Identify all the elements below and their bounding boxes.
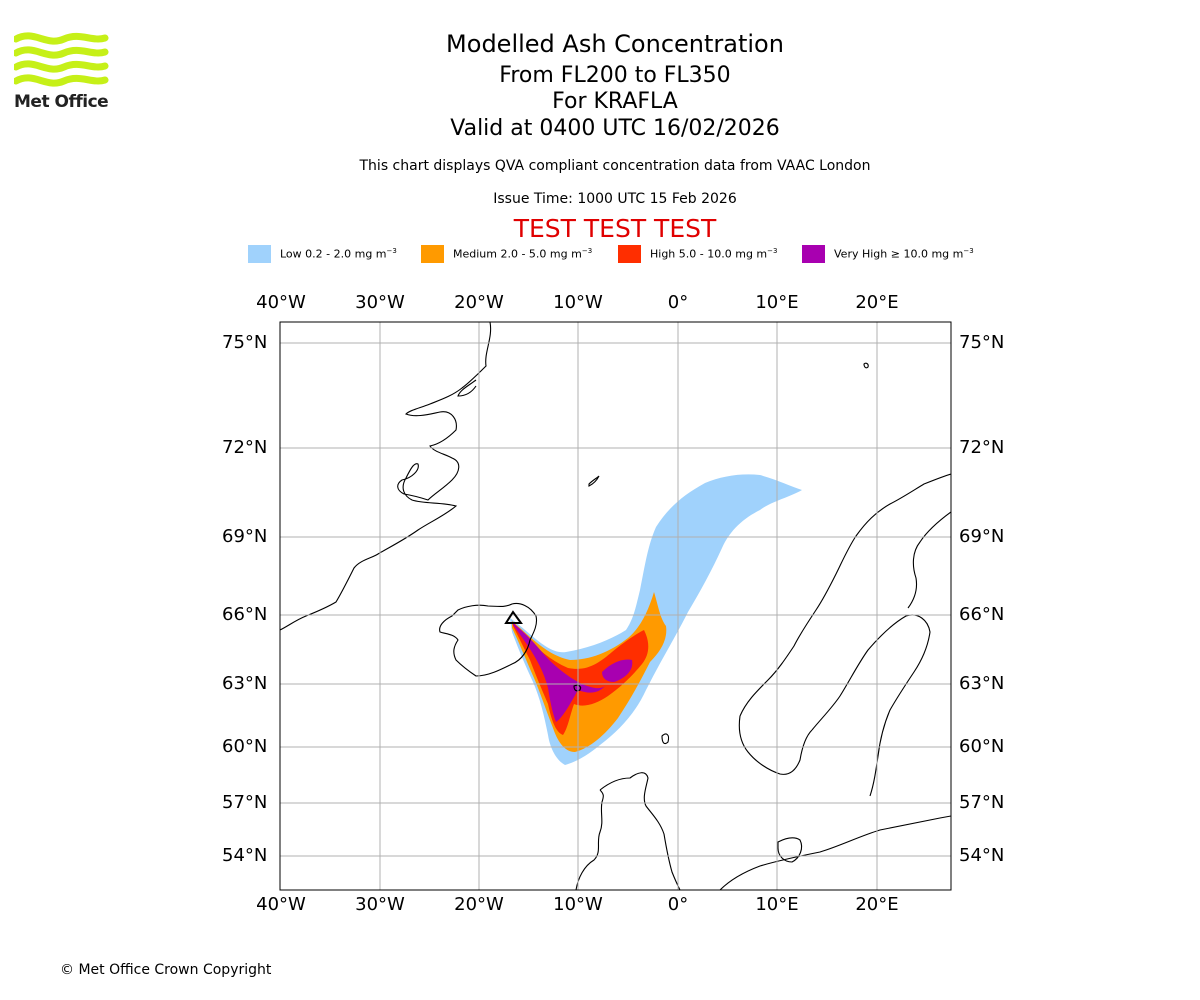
test-banner: TEST TEST TEST: [513, 214, 717, 243]
coast-europe: [719, 815, 951, 890]
lat-label-left: 60°N: [222, 736, 268, 757]
lat-label-left: 57°N: [222, 792, 268, 813]
copyright: © Met Office Crown Copyright: [60, 962, 272, 978]
coast-iceland: [439, 602, 538, 677]
lat-label-right: 63°N: [959, 673, 1005, 694]
chart-title: Modelled Ash Concentration: [446, 30, 784, 58]
ash-concentration-map: [279, 321, 952, 891]
issue-time: Issue Time: 1000 UTC 15 Feb 2026: [493, 191, 737, 207]
legend-swatch-medium: [421, 245, 444, 263]
coast-sweden-finland: [811, 614, 931, 797]
legend-swatch-low: [248, 245, 271, 263]
coast-uk: [575, 772, 681, 890]
valid-time: Valid at 0400 UTC 16/02/2026: [450, 116, 780, 141]
lon-label-bottom: 10°W: [553, 894, 603, 915]
legend-item-high: High 5.0 - 10.0 mg m−3: [618, 244, 777, 264]
lat-label-left: 75°N: [222, 332, 268, 353]
lon-label-bottom: 0°: [667, 894, 689, 915]
ash-region-very-high: [512, 622, 605, 722]
coast-greenland: [280, 322, 492, 631]
lat-label-right: 66°N: [959, 604, 1005, 625]
map-frame: [279, 321, 952, 891]
legend-item-low: Low 0.2 - 2.0 mg m−3: [248, 244, 397, 264]
lat-label-right: 60°N: [959, 736, 1005, 757]
lon-label-top: 10°E: [755, 292, 799, 313]
lat-label-left: 72°N: [222, 437, 268, 458]
coastlines: [280, 322, 951, 890]
volcano-name: For KRAFLA: [552, 89, 678, 114]
lat-label-right: 69°N: [959, 526, 1005, 547]
lon-label-top: 0°: [667, 292, 689, 313]
legend-swatch-very-high: [802, 245, 825, 263]
met-office-waves-icon: [12, 32, 109, 87]
met-office-logo: Met Office: [12, 30, 109, 112]
coast-jan-mayen: [588, 475, 600, 487]
coast-faroes: [573, 684, 582, 692]
lat-label-left: 66°N: [222, 604, 268, 625]
flight-levels: From FL200 to FL350: [499, 63, 731, 88]
lon-label-top: 20°W: [454, 292, 504, 313]
lon-label-bottom: 20°E: [855, 894, 899, 915]
legend-swatch-high: [618, 245, 641, 263]
lat-label-left: 54°N: [222, 845, 268, 866]
volcano-marker-icon: [504, 610, 523, 624]
chart-description: This chart displays QVA compliant concen…: [359, 158, 871, 174]
lat-label-right: 75°N: [959, 332, 1005, 353]
coast-bear-island: [863, 362, 869, 369]
lon-label-bottom: 10°E: [755, 894, 799, 915]
legend-item-medium: Medium 2.0 - 5.0 mg m−3: [421, 244, 592, 264]
lon-label-top: 20°E: [855, 292, 899, 313]
lon-label-bottom: 20°W: [454, 894, 504, 915]
legend-item-very-high: Very High ≥ 10.0 mg m−3: [802, 244, 974, 264]
coast-norway: [738, 473, 951, 775]
lon-label-top: 30°W: [355, 292, 405, 313]
ash-region-very-high: [602, 659, 633, 682]
lon-label-top: 40°W: [256, 292, 306, 313]
lat-label-right: 57°N: [959, 792, 1005, 813]
legend-label-medium: Medium 2.0 - 5.0 mg m−3: [453, 247, 593, 261]
ash-plume: [510, 474, 802, 765]
legend-label-very-high: Very High ≥ 10.0 mg m−3: [834, 247, 974, 261]
lat-label-right: 54°N: [959, 845, 1005, 866]
coast-shetland: [661, 733, 670, 745]
lon-label-bottom: 30°W: [355, 894, 405, 915]
coast-baltic: [907, 511, 951, 609]
lat-label-left: 63°N: [222, 673, 268, 694]
map-background: [280, 322, 951, 890]
logo-text: Met Office: [14, 92, 109, 112]
coast-greenland-fjord: [457, 379, 477, 397]
lat-label-right: 72°N: [959, 437, 1005, 458]
lat-label-left: 69°N: [222, 526, 268, 547]
legend-label-high: High 5.0 - 10.0 mg m−3: [650, 247, 778, 261]
ash-region-high: [513, 622, 649, 735]
lon-label-bottom: 40°W: [256, 894, 306, 915]
graticule: [280, 322, 951, 890]
lon-label-top: 10°W: [553, 292, 603, 313]
legend-label-low: Low 0.2 - 2.0 mg m−3: [280, 247, 397, 261]
